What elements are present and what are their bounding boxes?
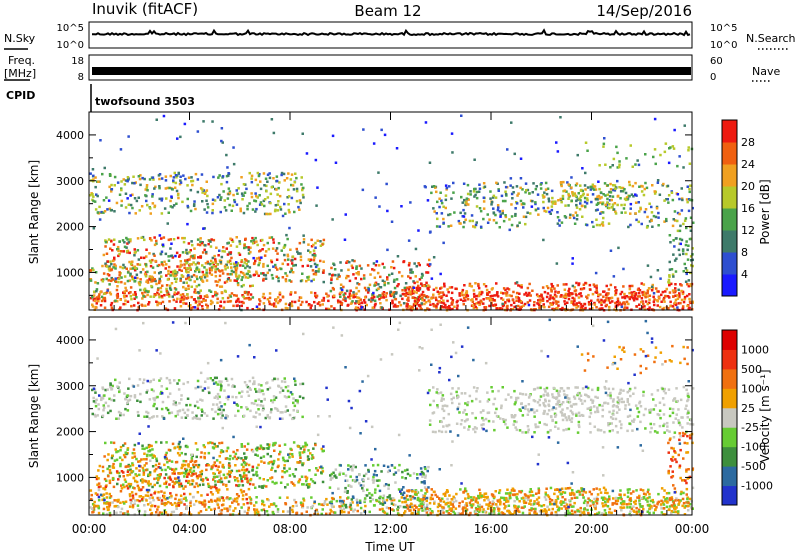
colorbar-tick-label: 28 (741, 136, 755, 149)
cpid-label: CPID (6, 89, 35, 102)
colorbar-swatch (722, 427, 737, 448)
freq-strip (88, 54, 693, 81)
power-y-axis: 1000 2000 3000 4000 (56, 129, 692, 296)
y-tick-label: 3000 (56, 175, 84, 188)
nsky-label: N.Sky (4, 32, 36, 45)
x-tick-label: 00:00 (72, 522, 107, 536)
colorbar-tick-label: 12 (741, 224, 755, 237)
colorbar-tick-label: 100 (741, 382, 762, 395)
time-x-axis: 00:00 04:00 08:00 12:00 16:00 20:00 00:00 (72, 112, 710, 536)
colorbar-tick-label: 8 (741, 246, 748, 259)
colorbar-swatch (722, 485, 737, 506)
colorbar-swatch (722, 230, 737, 253)
y-tick-label: 2000 (56, 426, 84, 439)
colorbar-tick-label: -500 (741, 460, 766, 473)
colorbar-swatch (722, 164, 737, 187)
colorbar-swatch (722, 368, 737, 389)
y-tick-label: 1000 (56, 471, 84, 484)
colorbar-tick-label: 500 (741, 363, 762, 376)
power-ylabel: Slant Range [km] (27, 160, 41, 264)
x-tick-label: 04:00 (172, 522, 207, 536)
nave-label: Nave (752, 65, 780, 78)
nsky-tick-bottom-right: 10^0 (710, 40, 737, 51)
freq-tick-top: 18 (71, 56, 84, 67)
colorbar-swatch (722, 388, 737, 409)
colorbar-tick-label: 20 (741, 180, 755, 193)
colorbar-frame (721, 119, 738, 297)
y-tick-label: 3000 (56, 380, 84, 393)
colorbar-swatch (722, 407, 737, 428)
velocity-colorbar-label: Velocity [m s⁻¹] (758, 369, 772, 462)
x-axis-label: Time UT (364, 540, 415, 554)
nsky-strip (88, 21, 693, 49)
power-colorbar: 4 8 12 16 20 24 28 (721, 119, 755, 297)
colorbar-tick-label: 1000 (741, 343, 769, 356)
colorbar-tick-label: 25 (741, 402, 755, 415)
nsky-tick-top-right: 10^5 (710, 23, 737, 34)
nave-tick-bottom: 0 (710, 72, 716, 83)
nsky-tick-top: 10^5 (57, 23, 84, 34)
freq-tick-bottom: 8 (78, 72, 84, 83)
colorbar-swatch (722, 252, 737, 275)
nsky-tick-bottom: 10^0 (57, 40, 84, 51)
velocity-colorbar: 1000 500 100 25 -25 -100 -500 -1000 (721, 329, 773, 506)
beam-title: Beam 12 (354, 2, 421, 20)
y-tick-label: 4000 (56, 334, 84, 347)
velocity-ylabel: Slant Range [km] (27, 364, 41, 468)
colorbar-swatch (722, 208, 737, 231)
colorbar-swatch (722, 142, 737, 165)
x-tick-label: 00:00 (675, 522, 710, 536)
freq-unit: [MHz] (4, 67, 36, 80)
colorbar-swatch (722, 120, 737, 143)
colorbar-swatch (722, 466, 737, 487)
colorbar-tick-label: 4 (741, 268, 748, 281)
freq-band (92, 67, 691, 75)
colorbar-swatch (722, 186, 737, 209)
freq-label: Freq. (8, 54, 35, 67)
colorbar-tick-label: 24 (741, 158, 755, 171)
colorbar-tick-label: -100 (741, 441, 766, 454)
y-tick-label: 1000 (56, 266, 84, 279)
colorbar-swatch (722, 330, 737, 350)
x-tick-label: 08:00 (273, 522, 308, 536)
colorbar-swatch (722, 349, 737, 370)
colorbar-tick-label: -25 (741, 421, 759, 434)
y-tick-label: 4000 (56, 129, 84, 142)
x-tick-label: 20:00 (574, 522, 609, 536)
power-colorbar-label: Power [dB] (758, 179, 772, 244)
date-title: 14/Sep/2016 (596, 2, 692, 20)
velocity-scatter (89, 318, 695, 517)
velocity-y-axis: 1000 2000 3000 4000 (56, 334, 692, 501)
cpid-value: twofsound 3503 (95, 95, 195, 108)
colorbar-tick-label: -1000 (741, 480, 773, 493)
colorbar-frame (721, 329, 738, 506)
colorbar-swatch (722, 274, 737, 297)
nsearch-label: N.Search (746, 32, 796, 45)
power-scatter (89, 114, 695, 312)
y-tick-label: 2000 (56, 221, 84, 234)
colorbar-swatch (722, 446, 737, 467)
colorbar-tick-label: 16 (741, 202, 755, 215)
nsky-trace (92, 28, 691, 37)
station-title: Inuvik (fitACF) (92, 0, 198, 18)
x-tick-label: 16:00 (474, 522, 509, 536)
x-tick-label: 12:00 (373, 522, 408, 536)
nave-tick-top: 60 (710, 56, 723, 67)
